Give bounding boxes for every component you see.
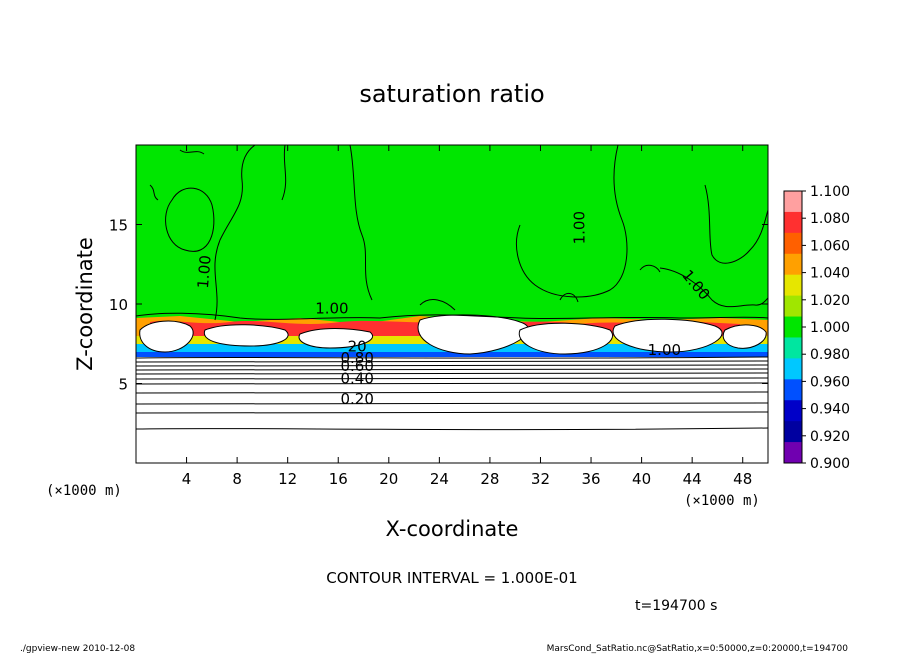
x-unit-right: (×1000 m) <box>684 493 760 509</box>
colorbar-swatch <box>784 379 802 401</box>
contour-line <box>704 184 768 264</box>
colorbar-label: 1.000 <box>810 320 850 336</box>
band-blue <box>136 352 768 357</box>
x-tick-label: 28 <box>480 470 499 488</box>
contour-line <box>165 187 215 252</box>
colorbar-swatch <box>784 316 802 338</box>
contour-label: 0.20 <box>340 390 373 408</box>
x-tick-label: 24 <box>430 470 449 488</box>
contour-line <box>136 411 768 414</box>
colorbar-label: 0.920 <box>810 429 850 445</box>
footer-left: ./gpview-new 2010-12-08 <box>20 644 135 654</box>
y-tick-label: 5 <box>118 376 128 394</box>
contour-line <box>419 299 456 311</box>
x-tick-label: 48 <box>733 470 752 488</box>
chart-title: saturation ratio <box>359 80 544 108</box>
colorbar-label: 1.060 <box>810 238 850 254</box>
cloud-patch <box>722 324 767 349</box>
footer-right: MarsCond_SatRatio.nc@SatRatio,x=0:50000,… <box>547 644 849 654</box>
contour-interval-text: CONTOUR INTERVAL = 1.000E-01 <box>326 569 577 587</box>
y-axis-label: Z-coordinate <box>73 237 97 371</box>
y-tick-label: 15 <box>109 217 128 235</box>
colorbar-label: 1.100 <box>810 184 850 200</box>
contour-line <box>559 293 579 303</box>
contour-line <box>136 427 768 431</box>
colorbar-swatch <box>784 211 802 234</box>
contour-line <box>179 149 205 155</box>
colorbar-swatch <box>784 191 802 213</box>
x-tick-label: 44 <box>683 470 702 488</box>
contour-line <box>136 377 768 380</box>
colorbar-label: 1.040 <box>810 266 850 282</box>
contour-label: 1.00 <box>571 211 589 244</box>
saturated-region <box>136 145 768 316</box>
colorbar-label: 1.080 <box>810 211 850 227</box>
colorbar-swatch <box>784 421 802 443</box>
contour-label: 1.00 <box>648 341 681 359</box>
contour-label: 0.60 <box>340 357 373 375</box>
cloud-patch <box>612 318 723 353</box>
contour-line <box>136 402 768 405</box>
contour-line <box>136 360 768 363</box>
contour-line <box>136 356 768 359</box>
upper-contours <box>136 145 768 321</box>
colorbar-swatch <box>784 253 802 276</box>
contour-line <box>136 368 768 371</box>
contour-line <box>639 264 661 273</box>
colorbar-label: 1.020 <box>810 293 850 309</box>
contour-line <box>659 267 768 308</box>
cloud-patch <box>139 320 194 353</box>
colorbar-swatch <box>784 358 802 380</box>
colorbar-swatch <box>784 295 802 318</box>
y-axis: 5 10 15 <box>109 217 768 394</box>
contour-line <box>281 145 287 201</box>
colorbar-label: 0.900 <box>810 456 850 472</box>
colorbar-swatch <box>784 442 802 464</box>
x-axis: 4 8 12 16 20 24 28 32 36 40 44 48 <box>182 145 752 488</box>
cloud-patch <box>518 322 613 355</box>
cloud-patch <box>203 324 289 347</box>
x-tick-label: 8 <box>232 470 242 488</box>
colorbar-label: 0.960 <box>810 374 850 390</box>
cloud-layer <box>136 314 768 357</box>
contour-line <box>136 372 768 375</box>
contour-line <box>149 184 159 201</box>
contour-line <box>136 382 768 385</box>
x-tick-label: 16 <box>329 470 348 488</box>
contour-label: 20 <box>348 338 367 356</box>
x-tick-label: 20 <box>379 470 398 488</box>
x-tick-label: 40 <box>632 470 651 488</box>
contour-label: 1.00 <box>194 254 215 289</box>
contour-line <box>136 391 768 394</box>
x-unit-left: (×1000 m) <box>46 483 122 499</box>
colorbar-swatch <box>784 274 802 297</box>
x-axis-label: X-coordinate <box>386 517 519 541</box>
contour-line <box>214 145 256 321</box>
colorbar-label: 0.980 <box>810 347 850 363</box>
contour-line <box>516 145 628 298</box>
contour-line <box>349 145 373 301</box>
colorbar-label: 0.940 <box>810 402 850 418</box>
contour-line <box>136 312 768 320</box>
contour-label: 0.40 <box>340 370 373 388</box>
time-text: t=194700 s <box>635 598 717 614</box>
x-tick-label: 36 <box>581 470 600 488</box>
colorbar: 1.100 1.080 1.060 1.040 1.020 1.000 0.980 0.960… <box>783 184 850 472</box>
colorbar-swatch <box>784 232 802 255</box>
contour-label: 0.80 <box>340 349 373 367</box>
contour-label: 1.00 <box>315 300 348 318</box>
x-tick-label: 4 <box>182 470 192 488</box>
x-tick-label: 32 <box>531 470 550 488</box>
contour-line <box>136 364 768 367</box>
cloud-patch <box>298 328 373 349</box>
colorbar-swatch <box>784 337 802 359</box>
plot-area <box>136 145 768 463</box>
y-tick-label: 10 <box>109 296 128 314</box>
colorbar-swatch <box>784 400 802 422</box>
x-tick-label: 12 <box>278 470 297 488</box>
lower-contours <box>136 356 768 431</box>
